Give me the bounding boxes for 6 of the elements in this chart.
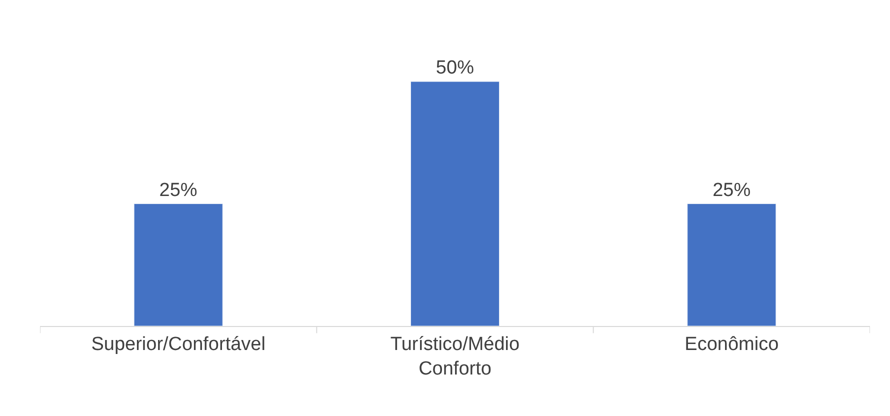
- x-tick-label: Superior/Confortável: [91, 334, 266, 355]
- data-label: 25%: [712, 180, 751, 201]
- x-tick-label: Turístico/Médio Conforto: [390, 334, 520, 380]
- data-label: 25%: [159, 180, 198, 201]
- data-label: 50%: [436, 58, 474, 79]
- x-tick-label: Econômico: [684, 334, 779, 355]
